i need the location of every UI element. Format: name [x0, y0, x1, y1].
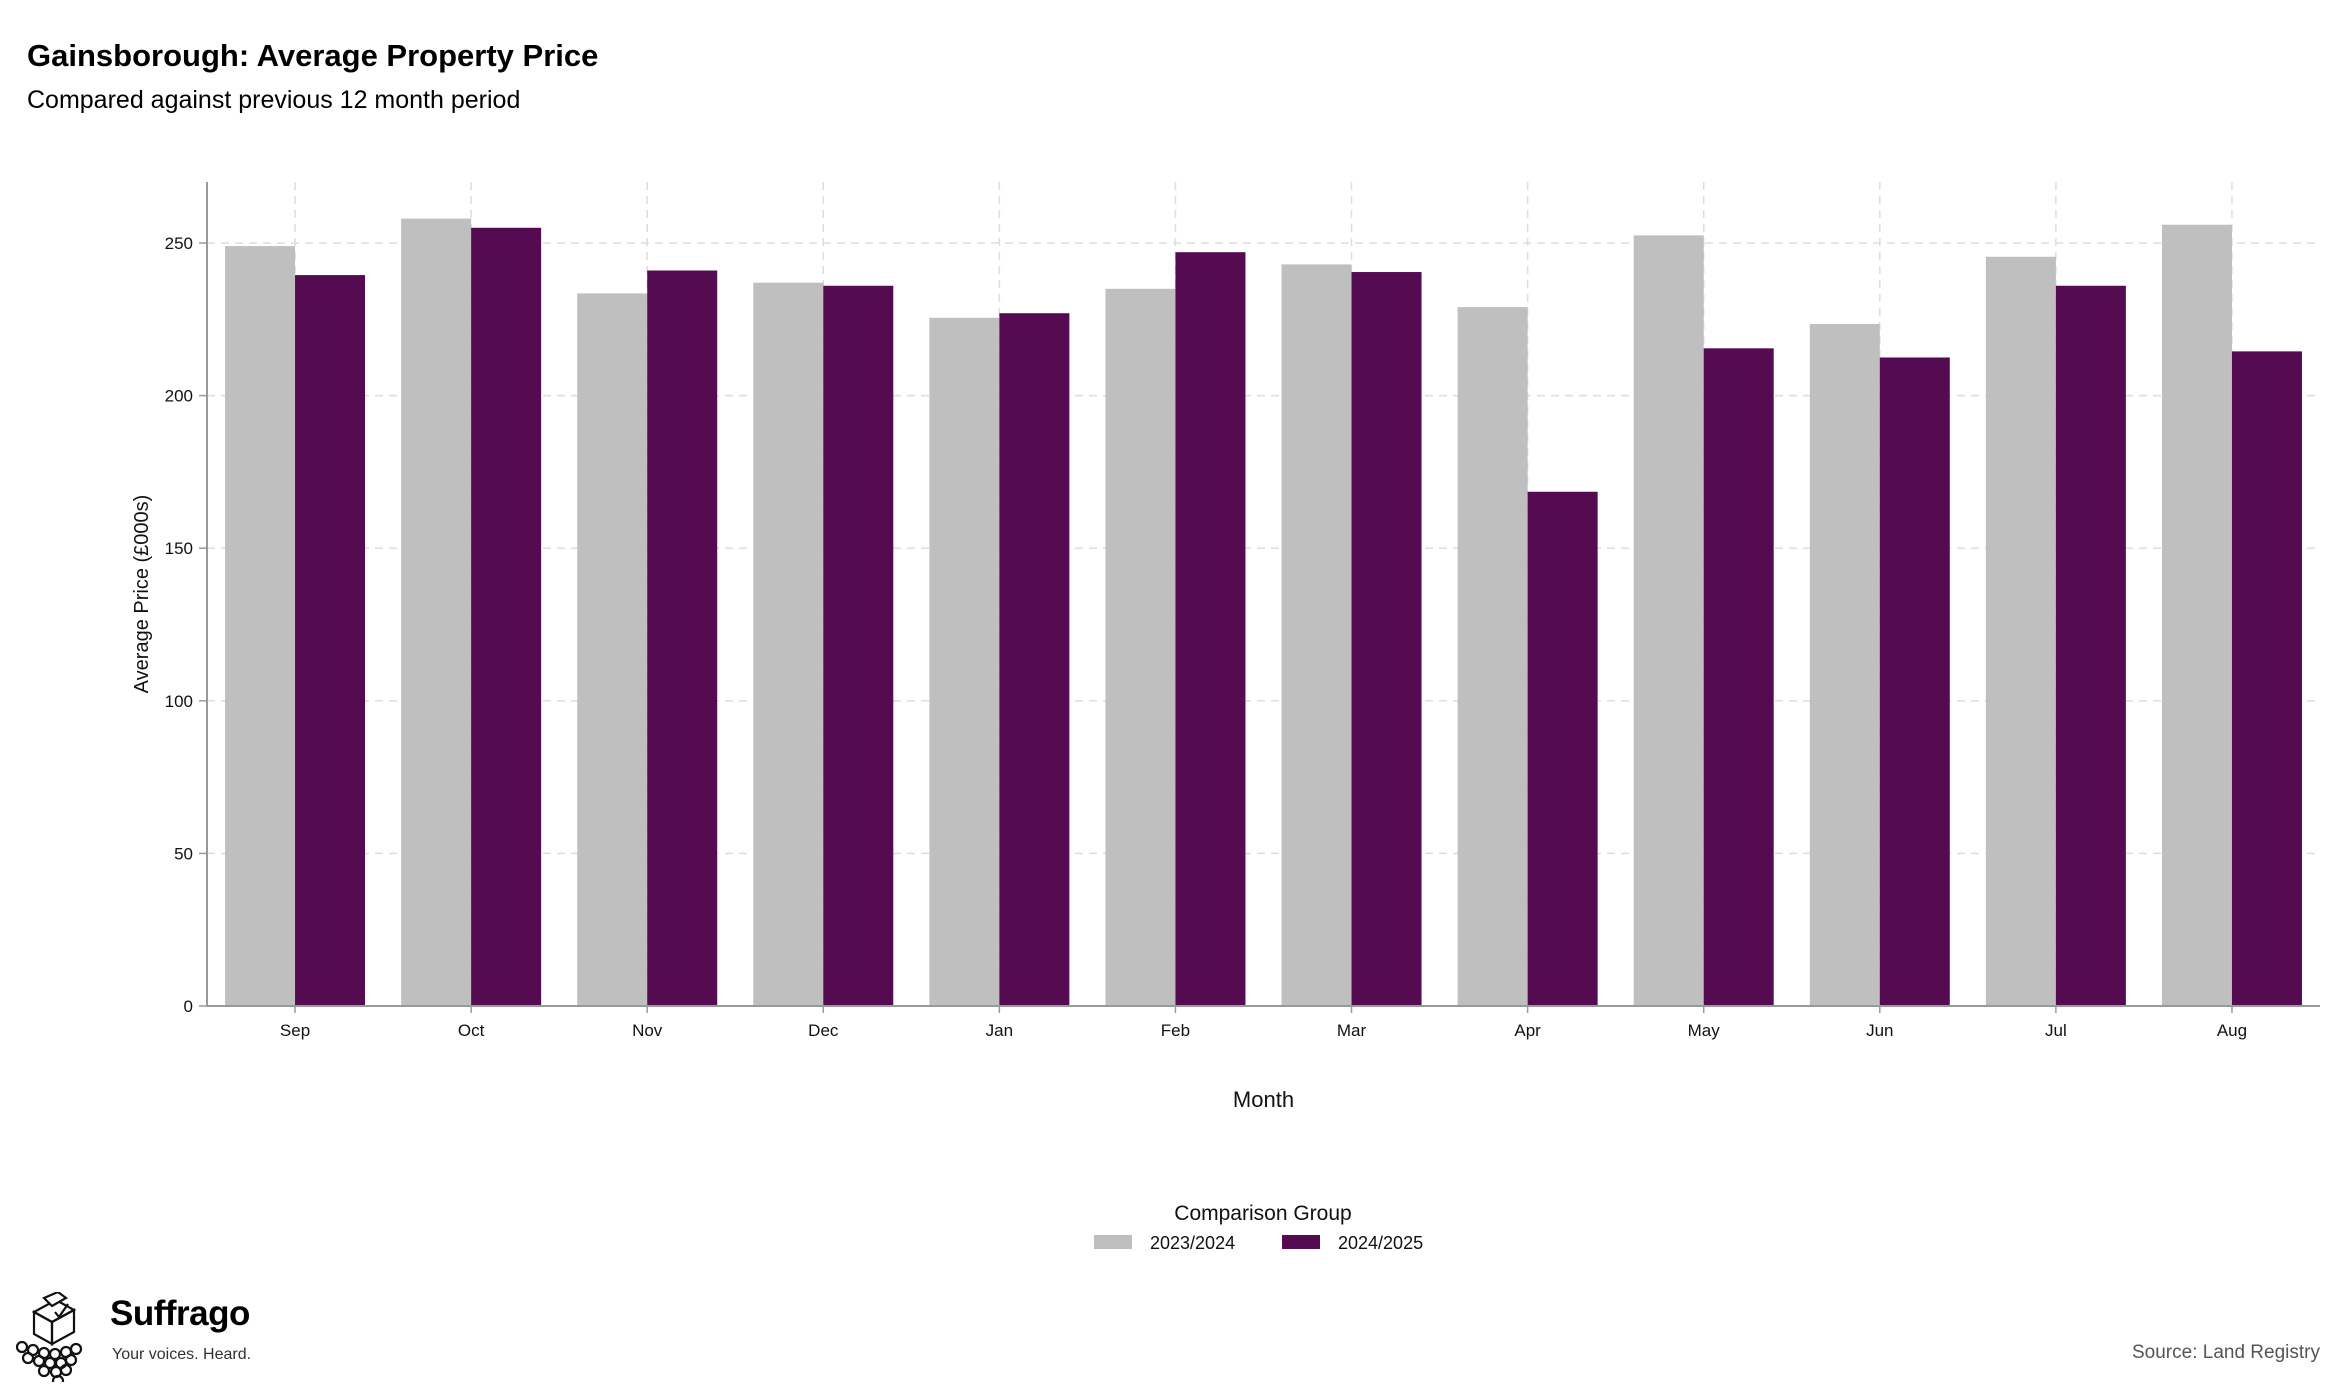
x-tick-label: Sep	[280, 1021, 310, 1040]
bar-2023-2024-aug	[2161, 224, 2232, 1006]
x-tick-label: Apr	[1514, 1021, 1541, 1040]
x-tick-label: Mar	[1337, 1021, 1367, 1040]
x-tick-label: Feb	[1161, 1021, 1190, 1040]
bar-2024-2025-may	[1703, 348, 1774, 1006]
x-axis-title: Month	[1233, 1087, 1294, 1112]
bar-2024-2025-jul	[2055, 285, 2126, 1007]
legend-swatch	[1282, 1235, 1320, 1249]
bar-2024-2025-nov	[647, 270, 718, 1007]
brand-logo: Suffrago Your voices. Heard.	[14, 1290, 274, 1388]
bar-2023-2024-nov	[577, 293, 648, 1006]
ballot-box-icon	[15, 1290, 83, 1388]
x-tick-label: Jan	[986, 1021, 1013, 1040]
x-tick-label: Dec	[808, 1021, 839, 1040]
x-tick-label: Nov	[632, 1021, 663, 1040]
bar-2024-2025-jan	[999, 313, 1070, 1007]
bar-2023-2024-jul	[1985, 256, 2056, 1006]
bar-2023-2024-dec	[753, 282, 824, 1006]
bar-2024-2025-dec	[823, 285, 894, 1007]
legend-title: Comparison Group	[1174, 1202, 1351, 1225]
bar-2024-2025-jun	[1879, 357, 1950, 1007]
bar-2024-2025-aug	[2231, 351, 2302, 1006]
brand-name: Suffrago	[110, 1294, 250, 1333]
y-tick-label: 200	[165, 387, 193, 406]
y-tick-label: 0	[184, 997, 193, 1016]
x-tick-label: May	[1688, 1021, 1721, 1040]
bar-2023-2024-apr	[1457, 307, 1528, 1006]
chart-title: Gainsborough: Average Property Price	[27, 38, 599, 73]
bar-2023-2024-oct	[401, 218, 472, 1007]
bar-2024-2025-apr	[1527, 491, 1598, 1007]
legend-swatch	[1094, 1235, 1132, 1249]
bar-2024-2025-oct	[471, 227, 542, 1006]
bar-2024-2025-sep	[295, 275, 366, 1006]
bar-2023-2024-mar	[1281, 264, 1352, 1006]
y-tick-label: 100	[165, 692, 193, 711]
legend-label: 2023/2024	[1150, 1233, 1235, 1253]
bar-2023-2024-may	[1633, 235, 1704, 1006]
bar-2023-2024-feb	[1105, 288, 1176, 1006]
x-tick-label: Aug	[2217, 1021, 2247, 1040]
bar-chart: 0 50 100 150 200 250 Sep Oct Nov Dec Jan Feb Mar Apr M…	[131, 182, 2320, 1253]
y-tick-label: 250	[165, 234, 193, 253]
bar-2023-2024-jun	[1809, 323, 1880, 1006]
source-note: Source: Land Registry	[2132, 1342, 2320, 1363]
bar-2023-2024-jan	[929, 317, 1000, 1007]
x-tick-label: Jul	[2045, 1021, 2067, 1040]
y-tick-label: 150	[165, 539, 193, 558]
brand-tagline: Your voices. Heard.	[112, 1346, 252, 1363]
y-tick-label: 50	[174, 844, 193, 863]
legend-label: 2024/2025	[1338, 1233, 1423, 1253]
chart-subtitle: Compared against previous 12 month perio…	[27, 86, 521, 114]
bar-2024-2025-feb	[1175, 252, 1246, 1006]
x-tick-label: Jun	[1866, 1021, 1893, 1040]
x-tick-label: Oct	[458, 1021, 485, 1040]
y-axis-title: Average Price (£000s)	[131, 495, 153, 694]
bar-2024-2025-mar	[1351, 272, 1422, 1006]
bar-2023-2024-sep	[225, 246, 296, 1007]
